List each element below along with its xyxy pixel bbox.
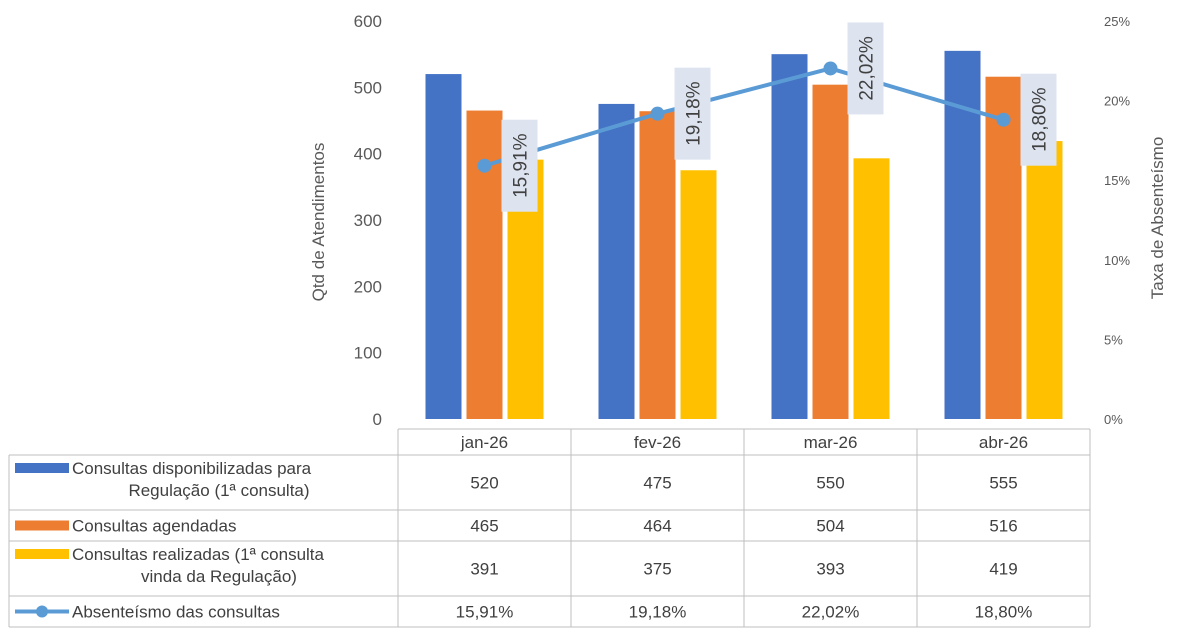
bar [425, 74, 462, 420]
table-value: 18,80% [975, 603, 1033, 622]
bar [680, 170, 717, 419]
table-value: 550 [816, 474, 844, 493]
legend-label: Consultas agendadas [72, 517, 236, 536]
legend-key [15, 463, 69, 473]
table-value: 475 [643, 474, 671, 493]
legend-key-marker [36, 605, 48, 618]
legend-label-line: Regulação (1ª consulta) [128, 481, 309, 500]
y-tick-label: 500 [354, 78, 382, 97]
table-value: 555 [989, 474, 1017, 493]
legend-label-line: vinda da Regulação) [141, 567, 297, 586]
data-label-box [847, 22, 884, 115]
table-value: 464 [643, 517, 671, 536]
bar [853, 158, 890, 419]
y-tick-label: 100 [354, 344, 382, 363]
y-tick-label: 200 [354, 277, 382, 296]
y2-tick-label: 15% [1104, 173, 1130, 188]
y-tick-label: 600 [354, 12, 382, 31]
line-series [483, 66, 1005, 168]
data-label-box [501, 119, 538, 212]
table-value: 465 [470, 517, 498, 536]
legend-label-line: Consultas realizadas (1ª consulta [72, 545, 325, 564]
bars-layer [425, 50, 1063, 420]
category-label: fev-26 [634, 433, 681, 452]
table-value: 504 [816, 517, 844, 536]
data-label-box [674, 67, 711, 160]
legend-key [15, 549, 69, 559]
data-table: jan-26 fev-26 mar-26 abr-26 Consultas dispon… [8, 428, 1091, 628]
y-tick-label: 300 [354, 211, 382, 230]
table-value: 15,91% [456, 603, 514, 622]
category-label: mar-26 [804, 433, 858, 452]
y2-tick-label: 25% [1104, 14, 1130, 29]
table-value: 391 [470, 560, 498, 579]
category-label: abr-26 [979, 433, 1028, 452]
legend-key [15, 520, 69, 531]
y2-tick-label: 5% [1104, 332, 1123, 347]
legend-label: Absenteísmo das consultas [72, 603, 280, 622]
bar [639, 111, 676, 420]
y2-axis-title: Taxa de Absenteísmo [1148, 137, 1167, 300]
y2-tick-label: 10% [1104, 253, 1130, 268]
bar [598, 103, 635, 420]
left-axis: 0 100 200 300 400 500 600 [354, 12, 382, 429]
data-label: 22,02% [857, 36, 878, 101]
y-axis-title: Qtd de Atendimentos [309, 143, 328, 302]
data-label: 15,91% [511, 133, 532, 198]
category-label: jan-26 [460, 433, 508, 452]
y-tick-label: 400 [354, 145, 382, 164]
legend-label-line: Consultas disponibilizadas para [72, 459, 312, 478]
legend-label: Consultas realizadas (1ª consulta vinda d… [72, 545, 325, 586]
bar [1026, 141, 1063, 419]
legend-label: Consultas disponibilizadas para Regulação… [72, 459, 312, 500]
table-value: 419 [989, 560, 1017, 579]
data-label-group: 18,80% [1020, 73, 1057, 166]
y-tick-label: 0 [373, 410, 382, 429]
table-value: 375 [643, 560, 671, 579]
table-value: 516 [989, 517, 1017, 536]
table-value: 19,18% [629, 603, 687, 622]
data-label-group: 19,18% [674, 67, 711, 160]
data-label: 19,18% [684, 81, 705, 146]
data-label: 18,80% [1030, 87, 1051, 152]
y2-tick-label: 20% [1104, 94, 1130, 109]
right-axis: 0% 5% 10% 15% 20% 25% [1104, 14, 1130, 427]
line-layer: 15,91% 19,18% 22,02% 18,80% [477, 22, 1057, 212]
bar [812, 84, 849, 420]
bar [466, 110, 503, 420]
line-point [477, 158, 492, 173]
data-label-group: 22,02% [847, 22, 884, 115]
line-point [650, 106, 665, 121]
bar [985, 76, 1022, 419]
y2-tick-label: 0% [1104, 412, 1123, 427]
line-point [996, 112, 1011, 127]
line-point [823, 61, 838, 76]
table-value: 22,02% [802, 603, 860, 622]
data-label-group: 15,91% [501, 119, 538, 212]
bar [771, 54, 808, 420]
data-label-box [1020, 73, 1057, 166]
table-value: 520 [470, 474, 498, 493]
table-value: 393 [816, 560, 844, 579]
